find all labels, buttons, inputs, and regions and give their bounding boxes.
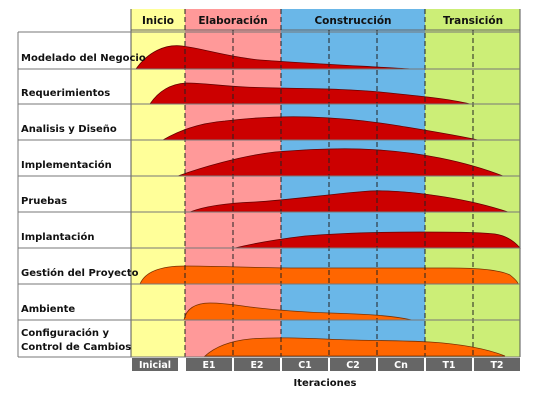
- iteration-label-c2: C2: [346, 360, 360, 371]
- hump-analisis-diseno: [161, 116, 479, 141]
- hump-modelado-negocio: [135, 45, 412, 70]
- iteration-label-cn: Cn: [394, 360, 408, 371]
- iteration-box-inicial: [132, 358, 178, 371]
- iteration-box-t2: [474, 358, 520, 371]
- discipline-label-modelado-negocio: Modelado del Negocio: [21, 53, 146, 64]
- row-dividers: [18, 31, 520, 358]
- phase-dividers: [184, 9, 426, 357]
- iteration-box-cn: [378, 358, 424, 371]
- hump-implementacion: [177, 148, 504, 177]
- hump-requerimientos: [149, 82, 471, 105]
- discipline-label-pruebas: Pruebas: [21, 196, 67, 207]
- iteration-label-e2: E2: [250, 360, 263, 371]
- phase-label-construccion: Construcción: [314, 15, 391, 27]
- phase-label-inicio: Inicio: [142, 15, 174, 27]
- hump-configuracion: [203, 337, 506, 357]
- iteration-label-t1: T1: [442, 360, 455, 371]
- discipline-label-requerimientos: Requerimientos: [21, 88, 110, 99]
- iteration-label-c1: C1: [298, 360, 312, 371]
- iteration-row: Inicial E1 E2 C1 C2 Cn T1 T2: [132, 358, 520, 371]
- iteration-box-c2: [330, 358, 376, 371]
- iteration-label-t2: T2: [490, 360, 503, 371]
- discipline-label-configuracion: Configuración y Control de Cambios: [21, 327, 131, 353]
- phase-label-transicion: Transición: [443, 15, 503, 27]
- discipline-label-analisis-diseno: Analisis y Diseño: [21, 124, 117, 135]
- iteration-label-inicial: Inicial: [139, 360, 171, 371]
- iteration-label-e1: E1: [202, 360, 215, 371]
- hump-pruebas: [189, 190, 509, 213]
- discipline-label-line: Control de Cambios: [21, 342, 131, 353]
- iteration-box-c1: [282, 358, 328, 371]
- hump-ambiente: [183, 302, 413, 321]
- activity-humps: [135, 45, 521, 357]
- iteration-box-e1: [186, 358, 232, 371]
- iteration-dividers: [232, 30, 474, 357]
- discipline-label-ambiente: Ambiente: [21, 304, 75, 315]
- iteration-box-e2: [234, 358, 280, 371]
- discipline-label-line: Configuración y: [21, 327, 110, 339]
- discipline-label-gestion-proyecto: Gestión del Proyecto: [21, 267, 139, 279]
- discipline-label-implantacion: Implantación: [21, 231, 94, 243]
- x-axis-label: Iteraciones: [293, 378, 356, 389]
- discipline-label-implementacion: Implementación: [21, 159, 112, 171]
- phase-label-elaboracion: Elaboración: [198, 15, 267, 27]
- iteration-box-t1: [426, 358, 472, 371]
- phase-band-construccion: [281, 9, 425, 357]
